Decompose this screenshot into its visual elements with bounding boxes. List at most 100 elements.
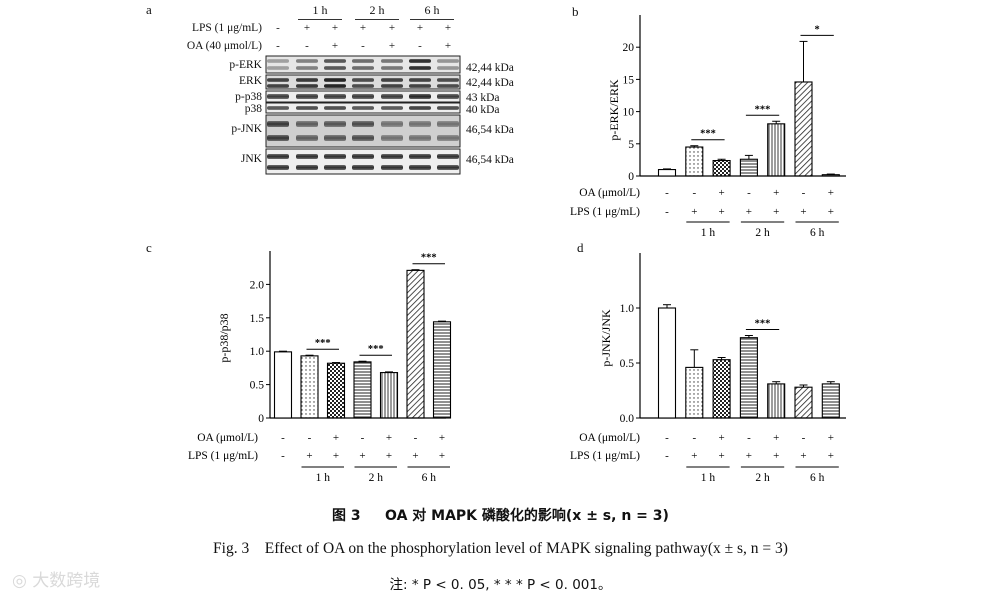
lps-sign: + [773,450,779,462]
blot-band [437,106,459,110]
caption-en: Fig. 3 Effect of OA on the phosphorylati… [0,540,1001,558]
wb-sign: - [361,40,365,52]
blot-band [296,154,318,159]
blot-band [381,84,403,88]
significance-label: *** [315,338,331,349]
blot-band [352,94,374,99]
wb-sign: + [303,22,311,34]
lps-sign: + [746,450,752,462]
wb-oa-label: OA (40 μmol/L) [186,40,262,52]
blot-band [437,66,459,70]
time-group-label: 6 h [422,472,437,484]
oa-sign: + [439,432,445,444]
oa-sign: - [665,187,669,199]
blot-kda-p-p38: 43 kDa [466,92,500,104]
blot-band [296,106,318,110]
oa-sign: + [333,432,339,444]
blot-band [267,66,289,70]
panel-letter-d: d [577,240,584,255]
watermark-text: 大数跨境 [32,571,101,591]
y-tick-label: 15 [623,74,635,86]
chart-p-jnk: p-JNK/JNK 0.0 0.5 1.0 *** OA (μmol/L) LPS (1 … [570,253,846,484]
significance-label: *** [421,253,437,264]
blot-band [296,94,318,99]
blot-band [409,165,431,170]
blot-band [267,78,289,82]
blot-band [437,135,459,141]
blot-band [324,154,346,159]
y-tick-label: 0.0 [620,413,635,425]
significance-label: *** [755,104,771,115]
blot-band [324,106,346,110]
time-group-label: 2 h [755,227,770,239]
bar [432,321,452,419]
blot-band [381,66,403,70]
bar [712,359,731,419]
blot-band [296,121,318,127]
bar [353,361,372,419]
blot-label-jnk: JNK [240,153,262,165]
wb-lps-label: LPS (1 μg/mL) [191,22,262,34]
oa-sign: + [773,432,779,444]
lps-sign: + [828,450,834,462]
wb-time-underline [410,19,454,20]
bar [739,158,758,177]
y-axis-label: p-p38/p38 [217,313,231,362]
time-group-label: 1 h [701,472,716,484]
blot-band [381,106,403,110]
bar [685,146,704,177]
blot-band [324,121,346,127]
blot-band [267,165,289,170]
oa-sign: - [308,432,312,444]
oa-sign: + [773,187,779,199]
blot-band [381,135,403,141]
blot-band [409,154,431,159]
caption-note: 注: * P < 0. 05, * * * P < 0. 001。 [389,577,612,593]
bar [326,362,346,419]
oa-sign: - [802,432,806,444]
blot-band [324,165,346,170]
blot-band [352,121,374,127]
bar [821,174,840,177]
blot-band [409,94,431,99]
bar [821,383,840,419]
oa-sign: + [718,432,724,444]
wb-sign: - [305,40,309,52]
blot-label-p-jnk: p-JNK [231,123,262,135]
watermark: ◎ 大数跨境 [12,571,101,591]
caption-cn-title: OA 对 MAPK 磷酸化的影响(x ± s, n = 3) [385,508,669,524]
blot-band [409,135,431,141]
bar [712,159,731,177]
blot-band [437,59,459,63]
blot-band [409,66,431,70]
blot-band [437,121,459,127]
blot-band [267,59,289,63]
wb-time-1h: 1 h [312,3,328,17]
wb-sign: - [418,40,422,52]
blot-band [352,66,374,70]
bar [273,351,293,419]
blot-band [409,121,431,127]
oa-sign: - [747,432,751,444]
significance-label: *** [700,129,716,140]
lps-sign: + [306,450,312,462]
y-tick-label: 0 [258,413,264,425]
oa-row-label: OA (μmol/L) [579,432,640,444]
significance-label: *** [368,344,384,355]
blot-band [324,94,346,99]
y-tick-label: 1.0 [620,303,635,315]
oa-sign: - [361,432,365,444]
oa-sign: - [802,187,806,199]
lps-sign: + [828,206,834,218]
wb-time-underline [355,19,399,20]
blot-band [381,121,403,127]
blot-band [267,94,289,99]
blot-band [437,154,459,159]
lps-sign: + [333,450,339,462]
wb-sign: + [444,22,452,34]
blot-band [381,154,403,159]
bar [794,81,813,177]
blot-band [324,59,346,63]
blot-band [409,106,431,110]
